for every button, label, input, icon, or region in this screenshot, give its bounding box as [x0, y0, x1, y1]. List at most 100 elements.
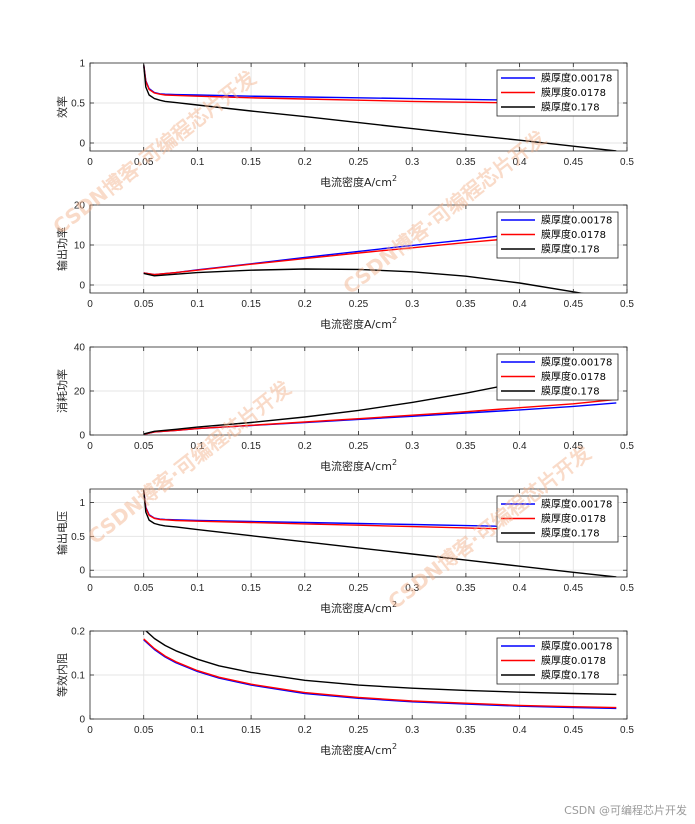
x-tick-label: 0.25	[349, 725, 369, 736]
y-tick-label: 10	[74, 241, 86, 252]
legend-entry-1: 膜厚度0.00178	[541, 214, 612, 227]
x-axis-label-exponent: 2	[392, 458, 397, 467]
x-axis-label-exponent: 2	[392, 600, 397, 609]
legend-entry-3: 膜厚度0.178	[541, 243, 600, 256]
legend-entry-1: 膜厚度0.00178	[541, 72, 612, 85]
x-tick-label: 0	[87, 583, 93, 594]
y-tick-label: 0	[79, 281, 85, 292]
x-axis-label-text: 电流密度A/cm	[320, 175, 392, 189]
series-line-3	[143, 490, 617, 577]
y-tick-label: 0	[79, 431, 85, 442]
x-tick-label: 0.3	[405, 441, 419, 452]
x-tick-label: 0.3	[405, 299, 419, 310]
series-line-2	[143, 638, 617, 709]
legend-entry-2: 膜厚度0.0178	[541, 86, 606, 99]
x-tick-label: 0.4	[513, 299, 527, 310]
x-tick-label: 0	[87, 299, 93, 310]
subplot-3: 0 0.05 0.1 0.15 0.2 0.25 0.3 0.35 0.4 0.45 0.5 0 20 4…	[55, 343, 634, 474]
y-tick-label: 0.5	[71, 99, 85, 110]
x-axis-label-exponent: 2	[392, 174, 397, 183]
x-tick-label: 0.35	[456, 157, 476, 168]
x-tick-label: 0.05	[134, 725, 154, 736]
x-tick-label: 0.4	[513, 583, 527, 594]
x-tick-label: 0.5	[620, 583, 634, 594]
y-tick-label: 0	[79, 715, 85, 726]
x-tick-label: 0.15	[241, 441, 261, 452]
subplot-2: 0 0.05 0.1 0.15 0.2 0.25 0.3 0.35 0.4 0.45 0.5 0 10 2…	[55, 201, 634, 332]
legend-entry-3: 膜厚度0.178	[541, 385, 600, 398]
x-tick-label: 0.45	[564, 157, 584, 168]
x-tick-label: 0.2	[298, 441, 312, 452]
series-line-2	[143, 64, 617, 106]
legend-entry-3: 膜厚度0.178	[541, 669, 600, 682]
x-tick-label: 0.4	[513, 441, 527, 452]
y-axis-label: 输出功率	[55, 227, 69, 271]
x-tick-label: 0.25	[349, 441, 369, 452]
x-tick-label: 0.15	[241, 157, 261, 168]
x-tick-label: 0	[87, 157, 93, 168]
subplot-1: 0 0.05 0.1 0.15 0.2 0.25 0.3 0.35 0.4 0.45 0.5 0 0.5…	[55, 59, 634, 190]
legend-entry-2: 膜厚度0.0178	[541, 654, 606, 667]
legend-entry-2: 膜厚度0.0178	[541, 370, 606, 383]
x-tick-label: 0.15	[241, 299, 261, 310]
x-tick-label: 0.25	[349, 157, 369, 168]
y-tick-label: 1	[79, 498, 85, 509]
x-axis-label: 电流密度A/cm2	[320, 742, 397, 757]
x-tick-label: 0.5	[620, 725, 634, 736]
legend-entry-1: 膜厚度0.00178	[541, 640, 612, 653]
legend-entry-1: 膜厚度0.00178	[541, 356, 612, 369]
x-tick-label: 0.3	[405, 725, 419, 736]
series-line-3	[143, 268, 585, 293]
y-tick-label: 40	[74, 343, 86, 354]
subplot-4: 0 0.05 0.1 0.15 0.2 0.25 0.3 0.35 0.4 0.45 0.5 0 0.5…	[55, 488, 634, 615]
x-tick-label: 0.2	[298, 299, 312, 310]
legend-entry-2: 膜厚度0.0178	[541, 512, 606, 525]
x-tick-label: 0.5	[620, 441, 634, 452]
y-tick-label: 0.5	[71, 532, 85, 543]
y-axis-label: 消耗功率	[55, 369, 69, 413]
x-tick-label: 0.35	[456, 299, 476, 310]
y-axis-label: 等效内阻	[55, 653, 69, 697]
y-tick-label: 20	[74, 387, 86, 398]
x-tick-label: 0.05	[134, 583, 154, 594]
x-tick-label: 0.15	[241, 583, 261, 594]
x-axis-label-exponent: 2	[392, 316, 397, 325]
x-tick-label: 0.5	[620, 157, 634, 168]
x-tick-label: 0.35	[456, 441, 476, 452]
x-tick-label: 0.4	[513, 725, 527, 736]
x-tick-label: 0.3	[405, 583, 419, 594]
x-tick-label: 0.35	[456, 725, 476, 736]
x-axis-label: 电流密度A/cm2	[320, 316, 397, 331]
y-tick-label: 0.1	[71, 671, 85, 682]
y-tick-label: 0.2	[71, 627, 85, 638]
x-tick-label: 0.5	[620, 299, 634, 310]
x-tick-label: 0.45	[564, 299, 584, 310]
x-tick-label: 0.3	[405, 157, 419, 168]
y-tick-label: 1	[79, 59, 85, 70]
x-axis-label-text: 电流密度A/cm	[320, 317, 392, 331]
x-tick-label: 0	[87, 441, 93, 452]
x-tick-label: 0.15	[241, 725, 261, 736]
y-tick-label: 20	[74, 201, 86, 212]
y-tick-label: 0	[79, 566, 85, 577]
y-tick-label: 0	[79, 139, 85, 150]
series-line-3	[143, 64, 617, 151]
x-axis-label-text: 电流密度A/cm	[320, 601, 392, 615]
x-tick-label: 0.45	[564, 441, 584, 452]
x-tick-label: 0.4	[513, 157, 527, 168]
x-axis-label: 电流密度A/cm2	[320, 458, 397, 473]
x-tick-label: 0.2	[298, 583, 312, 594]
x-axis-label: 电流密度A/cm2	[320, 174, 397, 189]
x-tick-label: 0	[87, 725, 93, 736]
x-axis-label-exponent: 2	[392, 742, 397, 751]
footer-credit: CSDN @可编程芯片开发	[564, 804, 687, 817]
x-tick-label: 0.1	[190, 299, 204, 310]
series-line-2	[143, 398, 617, 435]
x-tick-label: 0.25	[349, 583, 369, 594]
y-axis-label: 效率	[55, 96, 69, 118]
